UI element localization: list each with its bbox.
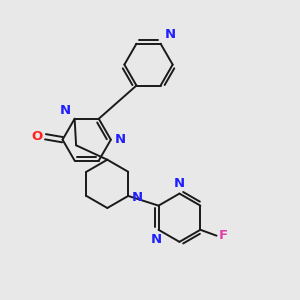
Text: O: O [32, 130, 43, 143]
Text: F: F [219, 229, 228, 242]
Text: N: N [151, 233, 162, 246]
Text: N: N [164, 28, 175, 41]
Text: N: N [114, 133, 125, 146]
Text: N: N [174, 177, 185, 190]
Text: N: N [132, 191, 143, 204]
Text: N: N [60, 104, 71, 117]
